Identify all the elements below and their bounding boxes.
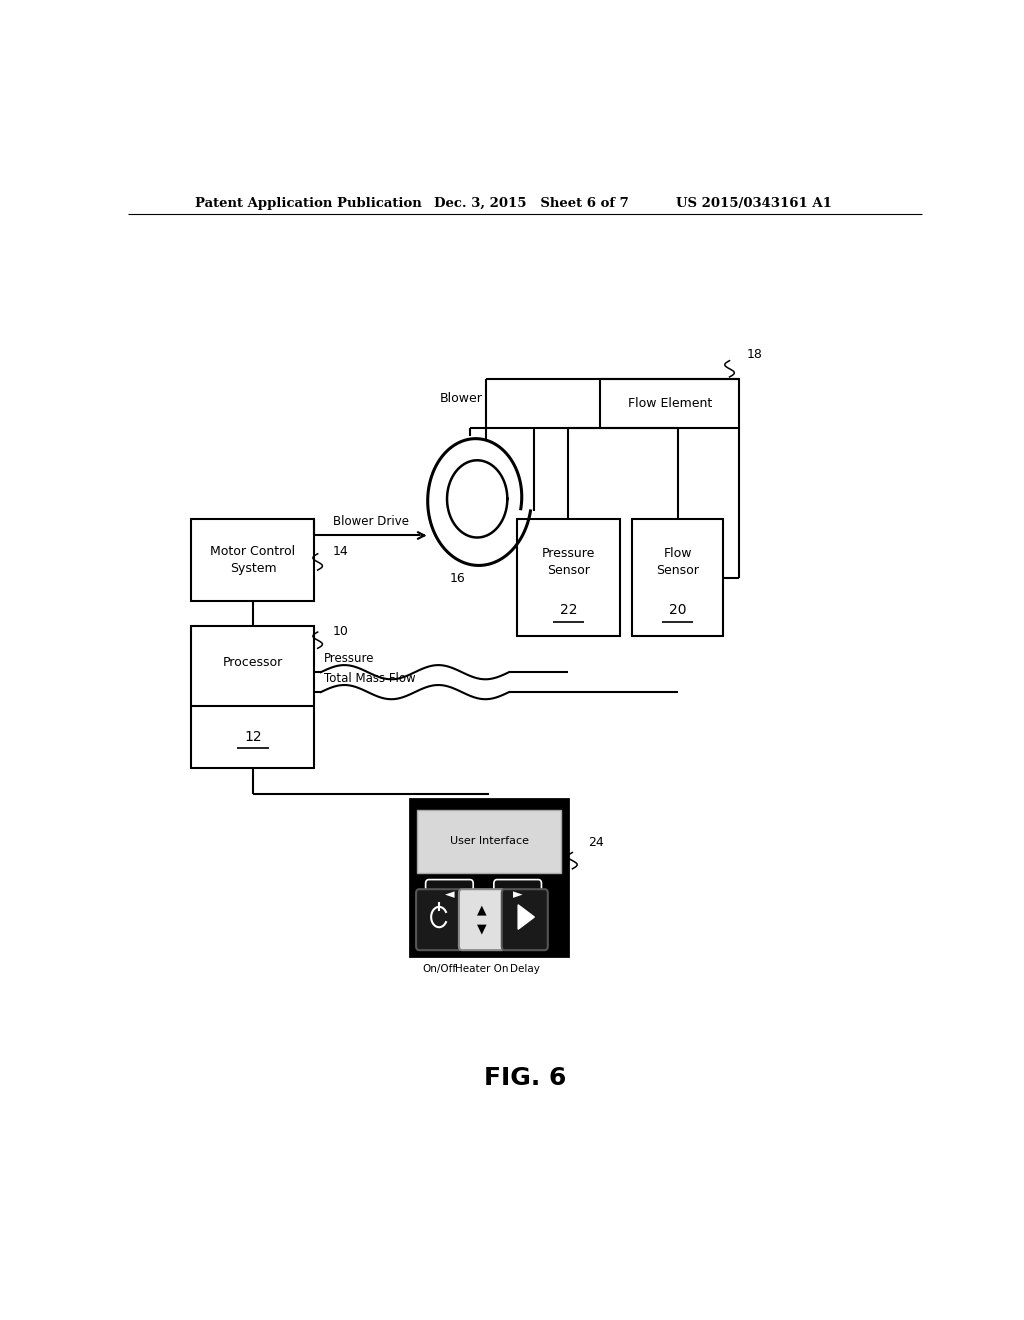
Text: 24: 24 [588,837,604,849]
Text: Total Mass Flow: Total Mass Flow [324,672,416,685]
Text: Flow Element: Flow Element [628,397,712,409]
Text: Flow
Sensor: Flow Sensor [656,548,699,577]
Text: 20: 20 [669,603,686,618]
Text: Pressure
Sensor: Pressure Sensor [542,548,595,577]
Text: US 2015/0343161 A1: US 2015/0343161 A1 [676,197,831,210]
Text: 22: 22 [560,603,578,618]
Text: ▲: ▲ [477,904,486,916]
Text: Delay: Delay [510,965,540,974]
FancyBboxPatch shape [459,890,505,950]
Text: ►: ► [513,888,522,902]
Text: 12: 12 [244,730,262,744]
Text: FIG. 6: FIG. 6 [483,1067,566,1090]
Text: Motor Control
System: Motor Control System [210,545,296,576]
Text: Pressure: Pressure [324,652,375,665]
Text: 18: 18 [748,348,763,362]
Text: User Interface: User Interface [450,837,528,846]
FancyBboxPatch shape [517,519,620,636]
FancyBboxPatch shape [632,519,723,636]
FancyBboxPatch shape [191,519,314,601]
FancyBboxPatch shape [494,879,542,909]
Text: Dec. 3, 2015   Sheet 6 of 7: Dec. 3, 2015 Sheet 6 of 7 [433,197,629,210]
Text: Blower Drive: Blower Drive [333,515,410,528]
FancyBboxPatch shape [502,890,548,950]
Text: Processor: Processor [223,656,283,669]
Text: Heater On: Heater On [456,965,509,974]
Text: On/Off: On/Off [422,965,456,974]
FancyBboxPatch shape [600,379,739,428]
Polygon shape [518,904,535,929]
FancyBboxPatch shape [191,626,314,768]
Text: Patent Application Publication: Patent Application Publication [196,197,422,210]
Text: 14: 14 [333,545,348,558]
FancyBboxPatch shape [416,890,462,950]
FancyBboxPatch shape [417,809,561,873]
FancyBboxPatch shape [410,799,568,956]
Text: ◄: ◄ [444,888,455,902]
Text: 10: 10 [333,624,348,638]
Text: 16: 16 [450,572,465,585]
Text: Blower: Blower [440,392,482,405]
Text: ▼: ▼ [477,923,486,936]
FancyBboxPatch shape [426,879,473,909]
